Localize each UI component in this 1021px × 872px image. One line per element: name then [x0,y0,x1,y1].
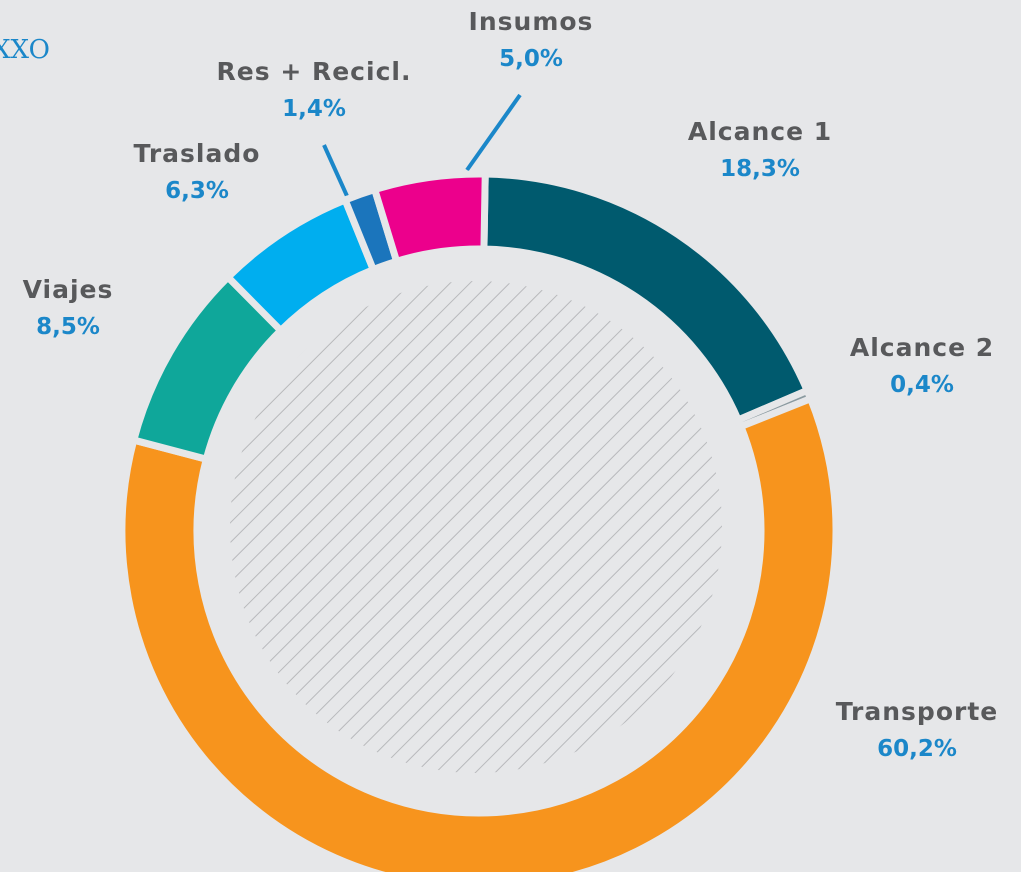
donut-segment [118,394,840,872]
segment-name: Alcance 1 [688,117,832,146]
title: XXO [0,35,50,65]
segment-name: Alcance 2 [850,333,994,362]
donut-segment [370,170,489,266]
segment-name: Viajes [23,275,114,304]
segment-value: 8,5% [36,314,100,340]
segment-name: Traslado [134,139,261,168]
segment-value: 5,0% [499,46,563,72]
hatched-center [230,281,722,773]
segment-value: 60,2% [877,736,957,762]
leader-line [465,93,522,172]
segment-value: 6,3% [165,178,229,204]
segment-name: Transporte [836,697,999,726]
segment-name: Res + Recicl. [217,57,412,86]
segment-value: 0,4% [890,372,954,398]
segment-value: 1,4% [282,96,346,122]
segment-name: Insumos [469,7,594,36]
leader-line [322,144,349,197]
segment-value: 18,3% [720,156,800,182]
